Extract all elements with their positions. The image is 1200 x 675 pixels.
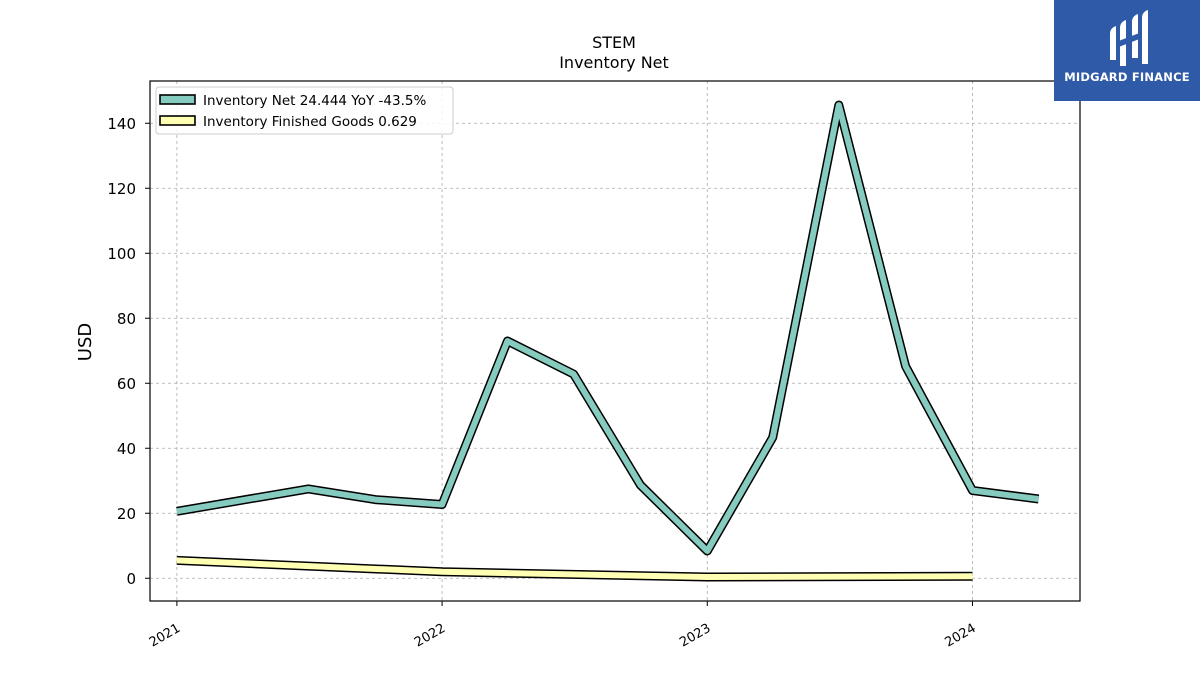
y-tick-label: 0 xyxy=(126,570,136,588)
brand-logo: MIDGARD FINANCE xyxy=(1054,0,1200,101)
y-axis-label: USD xyxy=(75,323,96,361)
series-layer xyxy=(176,100,1040,582)
legend-box xyxy=(155,86,454,135)
y-tick-label: 140 xyxy=(107,115,136,133)
y-tick-label: 60 xyxy=(117,375,136,393)
y-tick-label: 40 xyxy=(117,440,136,458)
x-tick-label: 2024 xyxy=(942,621,978,651)
y-tick-label: 80 xyxy=(117,310,136,328)
x-tick-label: 2023 xyxy=(677,621,713,651)
legend-swatch-inventory-finished-goods xyxy=(159,115,196,126)
x-tick-label: 2021 xyxy=(147,621,183,651)
series-line-inventory-finished-goods xyxy=(176,557,973,580)
x-tick-label: 2022 xyxy=(412,621,448,651)
grid xyxy=(150,81,1080,601)
chart-subtitle: Inventory Net xyxy=(559,53,669,72)
brand-mark-icon xyxy=(1110,10,1148,66)
y-tick-label: 120 xyxy=(107,180,136,198)
legend-label-inventory-finished-goods: Inventory Finished Goods 0.629 xyxy=(203,114,417,130)
y-tick-label: 20 xyxy=(117,505,136,523)
y-tick-label: 100 xyxy=(107,245,136,263)
x-axis: 2021 2022 2023 2024 xyxy=(147,601,979,650)
plot-frame xyxy=(149,80,1081,602)
brand-name: MIDGARD FINANCE xyxy=(1064,70,1190,84)
legend-label-inventory-net: Inventory Net 24.444 YoY -43.5% xyxy=(203,93,426,109)
legend: Inventory Net 24.444 YoY -43.5% Inventor… xyxy=(155,86,454,135)
legend-swatch-inventory-net xyxy=(159,94,196,105)
series-line-inventory-net xyxy=(176,102,1039,554)
chart-title: STEM xyxy=(592,33,636,52)
series-outline-inventory-net xyxy=(176,100,1040,556)
y-axis: 0 20 40 60 80 100 120 140 xyxy=(107,115,150,588)
